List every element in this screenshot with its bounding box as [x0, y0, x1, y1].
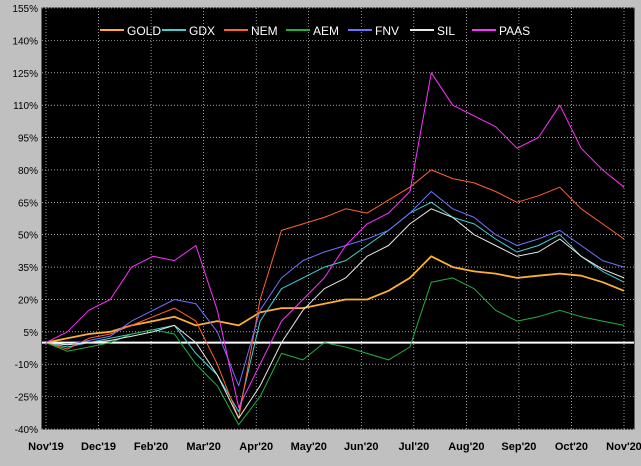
series-line-sil	[45, 208, 625, 419]
y-tick-label: 140%	[12, 36, 38, 47]
legend-label-fnv: FNV	[375, 24, 399, 38]
legend: GOLD GDX NEM AEM FNV SIL PAAS	[100, 24, 530, 38]
legend-label-gdx: GDX	[189, 24, 215, 38]
y-tick-label: 35%	[18, 263, 38, 274]
y-tick-label: 95%	[18, 134, 38, 145]
legend-label-aem: AEM	[313, 24, 339, 38]
x-tick-label: Nov'19	[28, 441, 64, 453]
legend-label-paas: PAAS	[499, 24, 530, 38]
series-line-fnv	[45, 191, 625, 387]
series-line-paas	[45, 72, 625, 408]
x-tick-label: Apr'20	[239, 441, 273, 453]
x-tick-label: Aug'20	[448, 441, 484, 453]
y-axis-ticks: 155% 140% 125% 110% 95% 80% 65% 50% 35% 20% 5% -10%…	[12, 4, 38, 436]
y-tick-label: -10%	[15, 360, 38, 371]
x-tick-label: May'20	[291, 441, 327, 453]
legend-label-sil: SIL	[437, 24, 455, 38]
x-tick-label: Oct'20	[555, 441, 588, 453]
y-tick-label: -25%	[15, 393, 38, 404]
series-line-nem	[45, 169, 625, 419]
x-tick-label: Jul'20	[398, 441, 429, 453]
y-tick-label: -40%	[15, 425, 38, 436]
y-tick-label: 80%	[18, 166, 38, 177]
plot-area	[41, 7, 635, 430]
y-tick-label: 125%	[12, 69, 38, 80]
series-lines	[45, 72, 625, 426]
x-tick-label: Sep'20	[501, 441, 536, 453]
x-tick-label: Feb'20	[134, 441, 168, 453]
x-tick-label: Dec'19	[81, 441, 116, 453]
x-tick-label: Jun'20	[344, 441, 378, 453]
y-tick-label: 110%	[13, 101, 38, 112]
x-axis-ticks: Nov'19 Dec'19 Feb'20 Mar'20 Apr'20 May'20 Jun'…	[28, 441, 641, 453]
series-line-gold	[45, 255, 625, 344]
legend-label-gold: GOLD	[127, 24, 161, 38]
x-tick-label: Nov'20	[606, 441, 641, 453]
legend-label-nem: NEM	[251, 24, 278, 38]
y-tick-label: 5%	[24, 328, 39, 339]
y-tick-label: 20%	[18, 295, 38, 306]
y-tick-label: 50%	[18, 231, 38, 242]
grid	[42, 7, 634, 430]
series-line-aem	[45, 277, 625, 426]
y-tick-label: 65%	[18, 198, 38, 209]
x-tick-label: Mar'20	[186, 441, 220, 453]
y-tick-label: 155%	[12, 4, 38, 15]
